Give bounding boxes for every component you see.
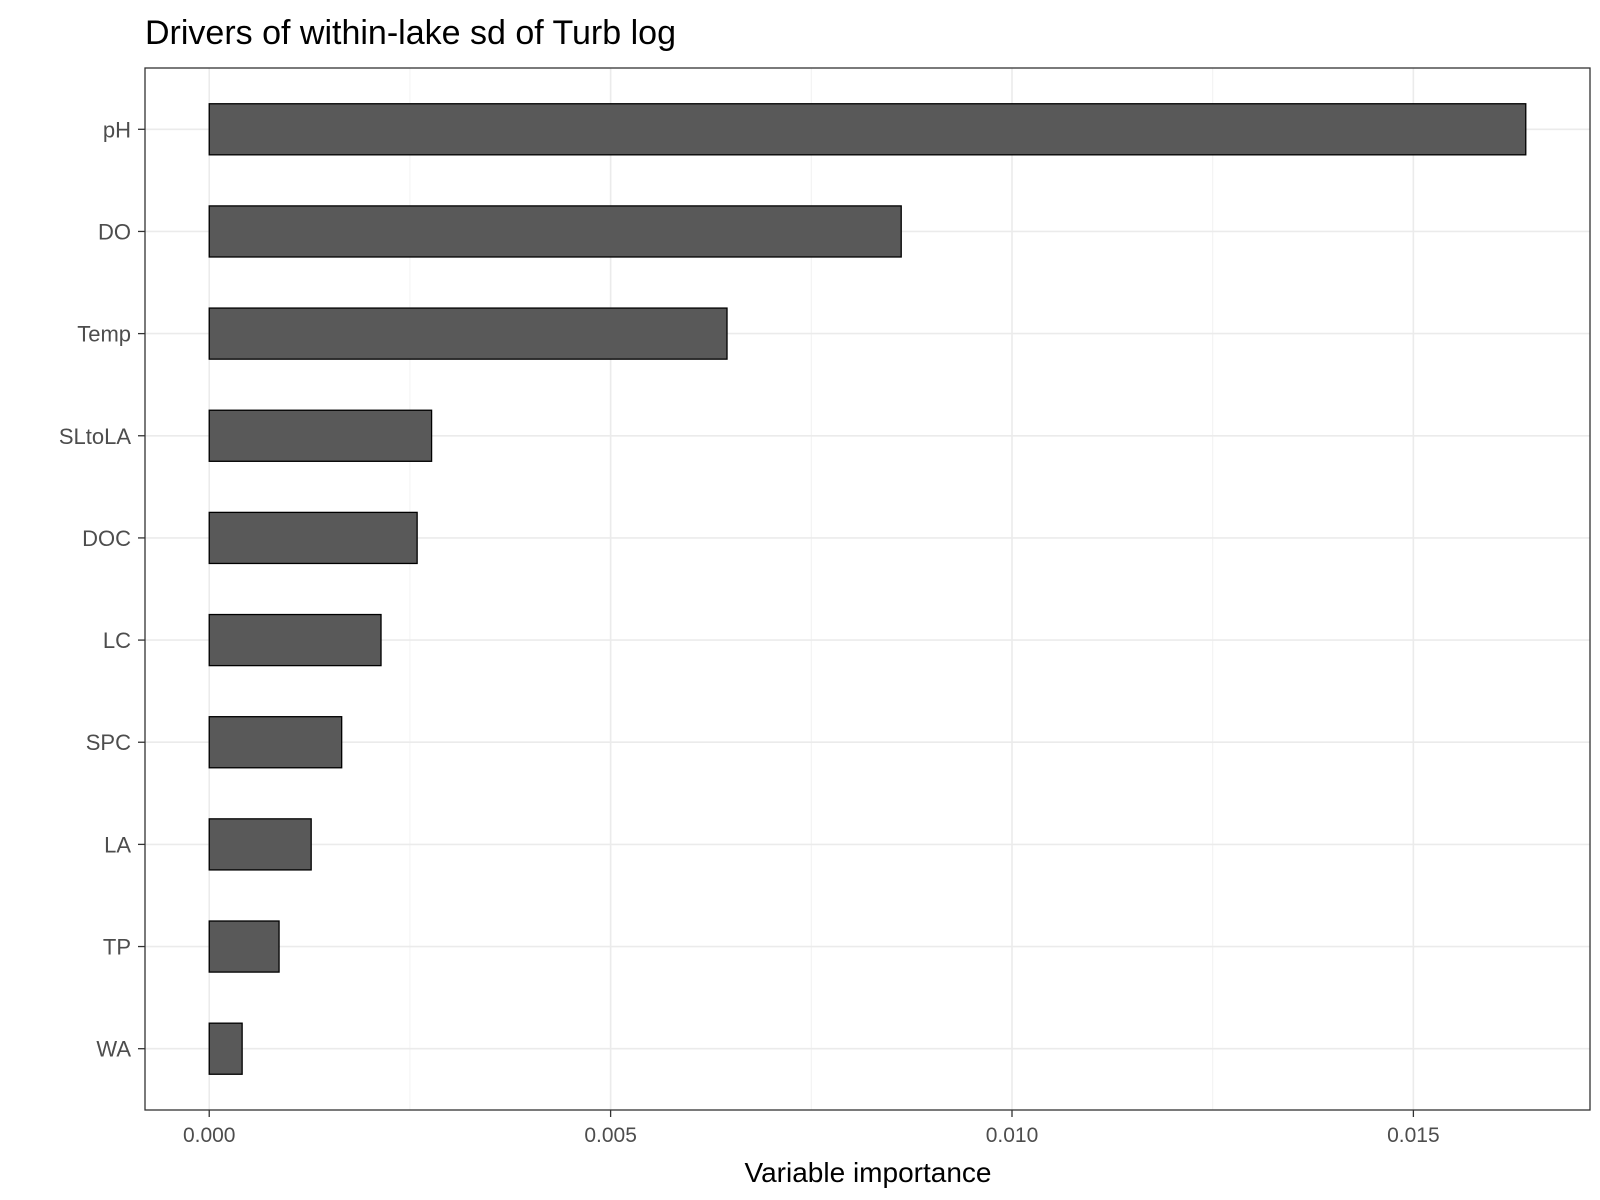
bar-sltola: [208, 409, 433, 462]
bar-spc: [208, 716, 343, 769]
bar-do: [208, 205, 902, 258]
bar-tp: [208, 920, 280, 973]
y-axis: pH DO Temp SLtoLA DOC LC SPC LA TP WA: [59, 117, 145, 1062]
bar-lc: [208, 613, 382, 667]
y-tick-label: DOC: [82, 526, 131, 551]
bar-la: [208, 818, 312, 871]
x-tick-label: 0.000: [183, 1124, 236, 1147]
y-tick-label: LA: [104, 832, 131, 857]
y-tick-label: SLtoLA: [59, 424, 131, 449]
y-tick-label: DO: [98, 219, 131, 244]
bar-wa: [208, 1022, 243, 1075]
y-tick-label: LC: [103, 628, 131, 653]
bar-temp: [208, 307, 728, 360]
bar-doc: [208, 511, 418, 565]
y-tick-label: SPC: [86, 730, 131, 755]
panel-border: [144, 67, 1591, 1111]
y-tick-label: Temp: [77, 322, 131, 347]
x-tick-label: 0.010: [986, 1124, 1039, 1147]
bar-ph: [208, 103, 1527, 156]
y-tick-label: pH: [103, 117, 131, 142]
x-axis: 0.000 0.005 0.010 0.015: [183, 1110, 1440, 1147]
x-tick-label: 0.015: [1387, 1124, 1440, 1147]
y-tick-label: WA: [96, 1037, 131, 1062]
chart-title: Drivers of within-lake sd of Turb log: [145, 14, 676, 52]
x-tick-label: 0.005: [584, 1124, 637, 1147]
y-tick-label: TP: [103, 935, 131, 960]
x-axis-title: Variable importance: [745, 1157, 992, 1188]
bars: [208, 103, 1527, 1075]
